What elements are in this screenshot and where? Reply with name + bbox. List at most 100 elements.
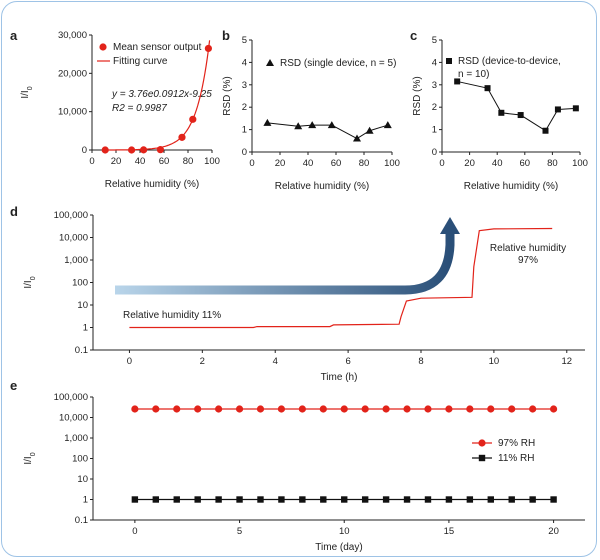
panel-c-legend-line1: RSD (device-to-device, <box>458 56 561 67</box>
panel-e-data-point-97 <box>403 405 411 413</box>
panel-a-fit-equation: y = 3.76e0.0912x-9.25 <box>111 89 212 100</box>
panel-e-data-point-11 <box>152 496 160 503</box>
panel-e-y-tick-label: 100,000 <box>54 392 88 403</box>
panel-e-data-point-11 <box>508 496 515 503</box>
panel-d-series-line <box>129 227 553 329</box>
panel-e-y-tick-label: 1 <box>83 495 88 506</box>
panel-c-data-point <box>542 127 549 134</box>
panel-d-y-tick-label: 1 <box>83 323 88 334</box>
panel-d-y-tick-label: 10 <box>77 300 88 311</box>
panel-c-data-point <box>484 85 491 92</box>
panel-e-y-tick-label: 0.1 <box>75 515 88 526</box>
panel-e-data-point-97 <box>549 405 558 413</box>
panel-b-x-label: Relative humidity (%) <box>275 181 369 192</box>
panel-b-x-tick-label: 60 <box>331 158 342 169</box>
panel-c-data-point <box>572 105 579 112</box>
panel-e-data-point-97 <box>215 405 223 413</box>
panel-e-y-tick-label: 1,000 <box>64 433 88 444</box>
panel-a-data-point <box>101 146 109 154</box>
panel-a-r-squared: R2 = 0.9987 <box>112 103 167 114</box>
panel-a-label: a <box>10 28 18 43</box>
panel-d-annotation-high-2: 97% <box>518 255 538 266</box>
panel-c-y-tick-label: 4 <box>432 57 437 68</box>
panel-a-legend-mean: Mean sensor output <box>113 42 202 53</box>
panel-b-x-tick-label: 40 <box>303 158 314 169</box>
panel-e-label: e <box>10 378 17 393</box>
panel-c-y-tick-label: 2 <box>432 102 437 113</box>
panel-a-x-tick-label: 60 <box>159 156 170 167</box>
panel-a-data-point <box>189 115 197 123</box>
panel-e-data-point-97 <box>152 405 160 413</box>
panel-b-data-point <box>263 118 272 126</box>
panel-c-x-tick-label: 40 <box>492 158 503 169</box>
panel-c-data-point <box>517 112 524 119</box>
panel-d-y-tick-label: 100 <box>72 278 88 289</box>
panel-d-x-tick-label: 6 <box>345 356 350 367</box>
panel-c-y-tick-label: 0 <box>432 147 437 158</box>
panel-d-arrow-body <box>115 232 455 295</box>
panel-e-data-point-11 <box>194 496 201 503</box>
panel-a-x-tick-label: 20 <box>111 156 122 167</box>
panel-d-x-tick-label: 12 <box>561 356 572 367</box>
panel-b-data-point <box>353 134 361 142</box>
panel-b-y-tick-label: 3 <box>242 80 247 91</box>
panel-e-data-point-97 <box>298 405 306 413</box>
panel-c-x-tick-label: 20 <box>464 158 475 169</box>
panel-c-x-tick-label: 0 <box>439 158 444 169</box>
panel-e-data-point-11 <box>278 496 285 503</box>
panel-e-data-point-97 <box>277 405 286 413</box>
panel-a-x-label: Relative humidity (%) <box>105 179 199 190</box>
panel-d-label: d <box>10 204 18 219</box>
panel-b-legend-marker <box>266 59 274 66</box>
panel-e-legend-11: 11% RH <box>498 453 535 464</box>
panel-e-x-tick-label: 0 <box>132 526 137 537</box>
panel-e-data-point-97 <box>194 405 202 413</box>
panel-e-data-point-97 <box>466 405 474 413</box>
panel-a-y-tick-label: 10,000 <box>58 107 87 118</box>
panel-e-y-tick-label: 10 <box>77 474 88 485</box>
panel-e-data-point-97 <box>508 405 516 413</box>
panel-d-arrow-head <box>440 217 460 234</box>
panel-e-data-point-11 <box>341 496 348 503</box>
panel-b-y-tick-label: 0 <box>242 147 247 158</box>
panel-e-legend-marker-97 <box>478 439 486 447</box>
panel-e-data-point-97 <box>319 405 327 413</box>
panel-e-data-point-11 <box>382 496 390 503</box>
panel-a-y-tick-label: 30,000 <box>58 30 87 41</box>
panel-b-data-point <box>383 121 392 129</box>
panel-b-x-tick-label: 0 <box>249 158 254 169</box>
panel-e-x-label: Time (day) <box>315 542 362 553</box>
panel-c-label: c <box>410 28 417 43</box>
panel-e-data-point-97 <box>131 405 139 413</box>
panel-e-x-tick-label: 20 <box>548 526 559 537</box>
panel-d-x-tick-label: 4 <box>273 356 278 367</box>
panel-d-x-tick-label: 10 <box>489 356 500 367</box>
panel-e-data-point-11 <box>550 496 557 503</box>
panel-b-x-tick-label: 80 <box>359 158 370 169</box>
panel-e-x-tick-label: 10 <box>339 526 350 537</box>
panel-d-x-tick-label: 2 <box>200 356 205 367</box>
panel-c-legend-line2: n = 10) <box>458 69 489 80</box>
panel-b-data-point <box>294 122 303 130</box>
panel-e-data-point-11 <box>173 496 180 503</box>
panel-c-series-line <box>457 80 576 132</box>
panel-a-x-tick-label: 40 <box>135 156 146 167</box>
panel-c-data-point <box>454 78 461 85</box>
panel-e-data-point-11 <box>487 496 494 503</box>
panel-d-y-tick-label: 0.1 <box>75 345 88 356</box>
panel-e-data-point-97 <box>256 405 265 413</box>
panel-c-y-tick-label: 3 <box>432 80 437 91</box>
panel-e-data-point-97 <box>361 405 369 413</box>
panel-e-data-point-11 <box>131 496 139 503</box>
panel-d-annotation-high-1: Relative humidity <box>490 243 566 254</box>
panel-c-data-point <box>554 106 561 113</box>
panel-e-data-point-11 <box>257 496 264 503</box>
panel-d-y-tick-label: 10,000 <box>59 233 88 244</box>
panel-c-x-tick-label: 60 <box>520 158 531 169</box>
panel-e-data-point-97 <box>529 405 537 413</box>
panel-e-data-point-97 <box>382 405 390 413</box>
panel-b-y-tick-label: 4 <box>242 57 247 68</box>
panel-e-data-point-11 <box>466 496 474 503</box>
panel-e-data-point-11 <box>529 496 536 503</box>
panel-b-y-label: RSD (%) <box>222 76 233 115</box>
